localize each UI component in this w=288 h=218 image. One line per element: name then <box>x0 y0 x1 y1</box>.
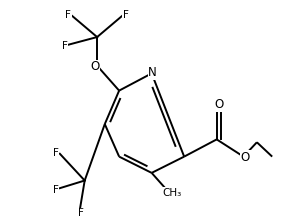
Text: O: O <box>241 151 250 164</box>
Text: F: F <box>53 185 59 195</box>
Text: O: O <box>214 99 223 111</box>
Text: O: O <box>91 60 100 73</box>
Text: F: F <box>62 41 68 51</box>
Text: F: F <box>65 10 71 20</box>
Text: N: N <box>148 66 157 79</box>
Text: F: F <box>53 148 59 158</box>
Text: F: F <box>78 208 84 218</box>
Text: CH₃: CH₃ <box>162 188 181 198</box>
Text: F: F <box>123 10 129 20</box>
